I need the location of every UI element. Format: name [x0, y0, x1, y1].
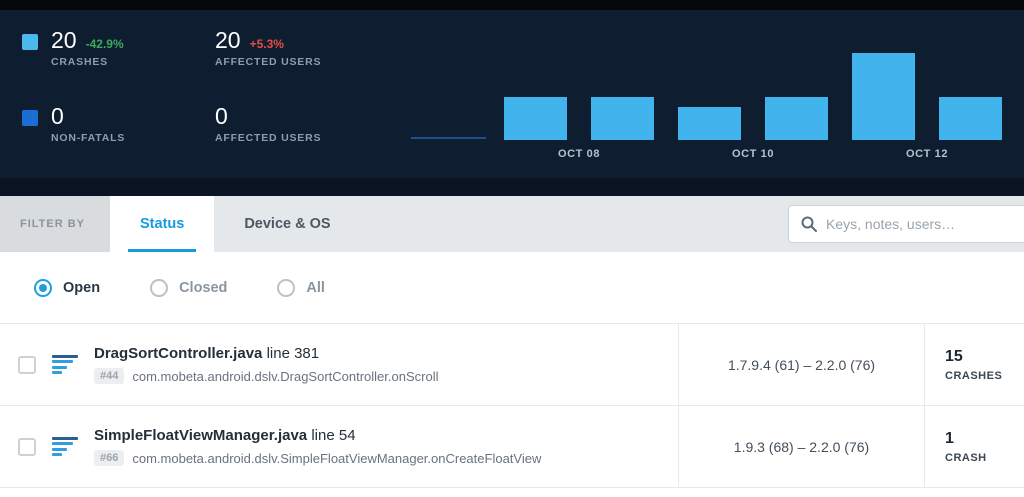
crashes-metric: 20 -42.9% CRASHES — [22, 27, 124, 69]
issue-line: line 54 — [311, 427, 356, 444]
chart-tick-label: OCT 12 — [905, 148, 949, 160]
chart-tick-label: OCT 08 — [557, 148, 601, 160]
search-box — [788, 205, 1024, 243]
chart-slot — [492, 53, 579, 140]
issue-count-label: CRASHES — [945, 369, 1003, 382]
issue-file: DragSortController.java — [94, 345, 263, 362]
issue-subtitle: #44 com.mobeta.android.dslv.DragSortCont… — [94, 368, 438, 384]
search-icon — [801, 216, 817, 232]
issue-id-badge: #66 — [94, 450, 125, 466]
crash-affected-users-metric: 20 +5.3% AFFECTED USERS — [215, 27, 322, 69]
chart-tick-label: OCT 10 — [731, 148, 775, 160]
chart-slot — [840, 53, 927, 140]
chart-bar — [852, 53, 915, 140]
issue-count-cell: 15 CRASHES — [925, 324, 1024, 405]
chart-x-axis: OCT 08 OCT 10 OCT 12 — [405, 140, 1014, 162]
nonfatals-label: NON-FATALS — [51, 132, 126, 145]
crashes-value: 20 — [51, 27, 77, 53]
issue-title[interactable]: DragSortController.java line 381 — [94, 345, 438, 362]
chart-plot-area — [405, 53, 1014, 140]
crash-affected-users-body: 20 +5.3% AFFECTED USERS — [215, 27, 322, 69]
radio-closed-label: Closed — [179, 279, 228, 296]
header-divider — [0, 178, 1024, 196]
crash-affected-users-delta: +5.3% — [249, 37, 284, 51]
issue-method: com.mobeta.android.dslv.SimpleFloatViewM… — [132, 450, 542, 466]
radio-closed-control[interactable] — [150, 278, 169, 297]
chart-bar — [765, 96, 828, 140]
issue-id-badge: #44 — [94, 368, 125, 384]
crashes-label: CRASHES — [51, 56, 108, 69]
chart-slot — [927, 53, 1014, 140]
issue-main: DragSortController.java line 381 #44 com… — [0, 324, 679, 405]
crash-affected-users-value: 20 — [215, 27, 241, 53]
issue-count: 1 — [945, 429, 954, 447]
issue-text: DragSortController.java line 381 #44 com… — [94, 345, 438, 384]
radio-open-label: Open — [63, 279, 101, 296]
nonfatals-metric: 0 NON-FATALS — [22, 103, 126, 145]
issue-versions: 1.9.3 (68) – 2.2.0 (76) — [679, 406, 925, 487]
radio-open-control[interactable] — [34, 278, 52, 297]
search-input[interactable] — [826, 216, 1024, 232]
nonfatals-metric-body: 0 NON-FATALS — [51, 103, 126, 145]
nonfatal-affected-users-body: 0 AFFECTED USERS — [215, 103, 322, 145]
radio-all-control[interactable] — [277, 278, 296, 297]
chart-bar — [939, 96, 1002, 140]
nonfatal-affected-users-label: AFFECTED USERS — [215, 132, 322, 145]
crashes-metric-body: 20 -42.9% CRASHES — [51, 27, 124, 69]
issue-row[interactable]: DragSortController.java line 381 #44 com… — [0, 324, 1024, 406]
stack-trace-icon — [52, 434, 78, 459]
filter-bar: FILTER BY Status Device & OS — [0, 196, 1024, 252]
chart-zero-line — [411, 137, 486, 139]
issue-subtitle: #66 com.mobeta.android.dslv.SimpleFloatV… — [94, 450, 541, 466]
chart-bar — [678, 107, 741, 140]
tab-device-os[interactable]: Device & OS — [244, 216, 331, 232]
dashboard-header: 20 -42.9% CRASHES 20 +5.3% AFFECTED USER… — [0, 10, 1024, 178]
nonfatals-value: 0 — [51, 103, 64, 129]
issue-checkbox[interactable] — [18, 355, 36, 374]
radio-all[interactable]: All — [277, 278, 325, 297]
radio-closed[interactable]: Closed — [150, 278, 228, 297]
chart-slot — [666, 53, 753, 140]
issue-file: SimpleFloatViewManager.java — [94, 427, 308, 444]
chart-slot — [579, 53, 666, 140]
crashes-legend-swatch — [22, 34, 38, 50]
stack-trace-icon — [52, 352, 78, 377]
issue-main: SimpleFloatViewManager.java line 54 #66 … — [0, 406, 679, 487]
crashes-delta: -42.9% — [85, 37, 124, 51]
radio-all-label: All — [306, 279, 325, 296]
top-strip — [0, 0, 1024, 10]
chart-bar — [591, 96, 654, 140]
issue-checkbox[interactable] — [18, 437, 36, 456]
issue-count: 15 — [945, 347, 963, 365]
issue-text: SimpleFloatViewManager.java line 54 #66 … — [94, 427, 541, 466]
issue-versions: 1.7.9.4 (61) – 2.2.0 (76) — [679, 324, 925, 405]
crash-affected-users-label: AFFECTED USERS — [215, 56, 322, 69]
filter-by-label: FILTER BY — [0, 196, 110, 252]
nonfatal-affected-users-value: 0 — [215, 103, 228, 129]
chart-slot — [753, 53, 840, 140]
radio-open[interactable]: Open — [34, 278, 101, 297]
chart-slot — [405, 53, 492, 140]
issue-method: com.mobeta.android.dslv.DragSortControll… — [132, 368, 439, 384]
tab-status[interactable]: Status — [110, 196, 215, 252]
issue-title[interactable]: SimpleFloatViewManager.java line 54 — [94, 427, 541, 444]
nonfatal-affected-users-metric: 0 AFFECTED USERS — [215, 103, 322, 145]
issue-count-cell: 1 CRASH — [925, 406, 1024, 487]
chart-bar — [504, 96, 567, 140]
issue-line: line 381 — [266, 345, 320, 362]
issue-count-label: CRASH — [945, 451, 987, 464]
issue-row[interactable]: SimpleFloatViewManager.java line 54 #66 … — [0, 406, 1024, 488]
status-filter-row: Open Closed All — [0, 252, 1024, 324]
crashes-chart: OCT 08 OCT 10 OCT 12 — [405, 53, 1014, 162]
nonfatals-legend-swatch — [22, 110, 38, 126]
